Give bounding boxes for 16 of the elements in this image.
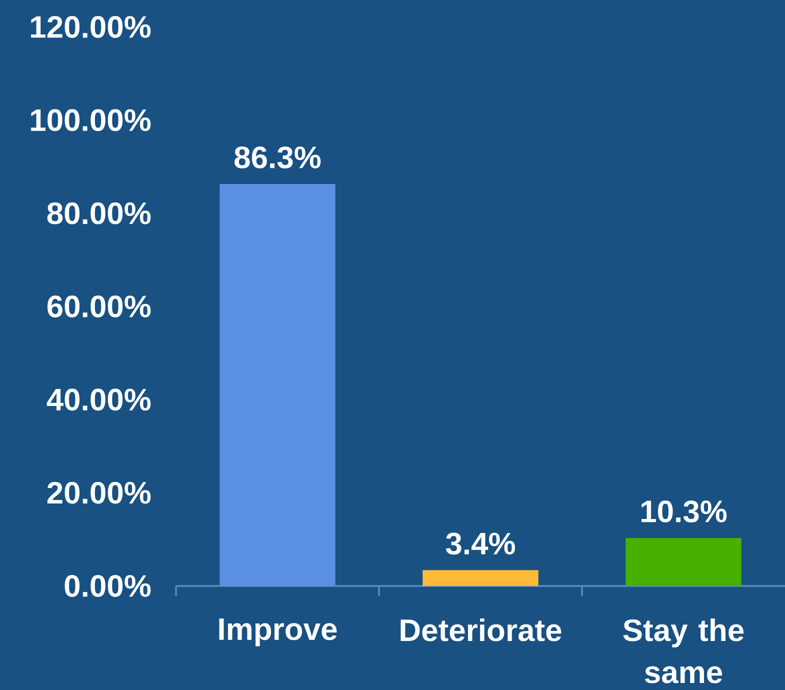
y-tick-label: 100.00%: [31, 109, 151, 132]
data-label: 86.3%: [234, 146, 321, 168]
x-tick-label: Deteriorate: [400, 618, 562, 642]
y-tick-label: 80.00%: [47, 202, 151, 224]
bar: [422, 570, 538, 586]
y-tick-label: 0.00%: [64, 575, 151, 597]
y-tick-label: 40.00%: [46, 388, 151, 411]
y-tick-label: 60.00%: [47, 296, 151, 318]
y-tick-label: 20.00%: [47, 482, 151, 504]
y-tick-label: 120.00%: [31, 16, 151, 38]
x-tick-label: Improve: [219, 618, 337, 646]
x-tick-label: Stay the same: [623, 618, 744, 684]
bar: [220, 184, 336, 586]
data-label: 10.3%: [642, 500, 727, 522]
data-label: 3.4%: [446, 532, 516, 555]
bar: [626, 538, 742, 586]
